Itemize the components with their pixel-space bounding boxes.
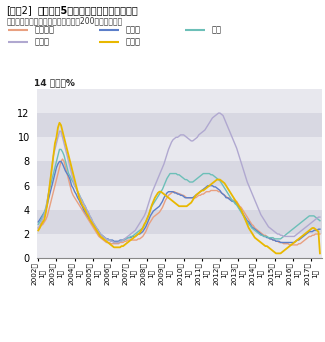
Bar bbox=[37, 186, 322, 210]
Text: 東京都心5区の大規模ビル区別空室率: 東京都心5区の大規模ビル区別空室率 bbox=[37, 5, 138, 15]
Text: 出所：三幸エステート　注：基準階200坪以上のビル: 出所：三幸エステート 注：基準階200坪以上のビル bbox=[6, 17, 123, 26]
Bar bbox=[37, 137, 322, 161]
Bar bbox=[37, 113, 322, 137]
Bar bbox=[37, 89, 322, 113]
Text: 新宿区: 新宿区 bbox=[34, 38, 49, 47]
Text: 渋谷区: 渋谷区 bbox=[125, 38, 140, 47]
Bar bbox=[37, 234, 322, 258]
Text: 港区: 港区 bbox=[211, 25, 221, 34]
Text: 千代田区: 千代田区 bbox=[34, 25, 54, 34]
Bar bbox=[37, 161, 322, 186]
Bar bbox=[37, 210, 322, 234]
Text: 14 空室率%: 14 空室率% bbox=[34, 78, 75, 87]
Text: [図表2]: [図表2] bbox=[6, 5, 32, 15]
Text: 中央区: 中央区 bbox=[125, 25, 140, 34]
